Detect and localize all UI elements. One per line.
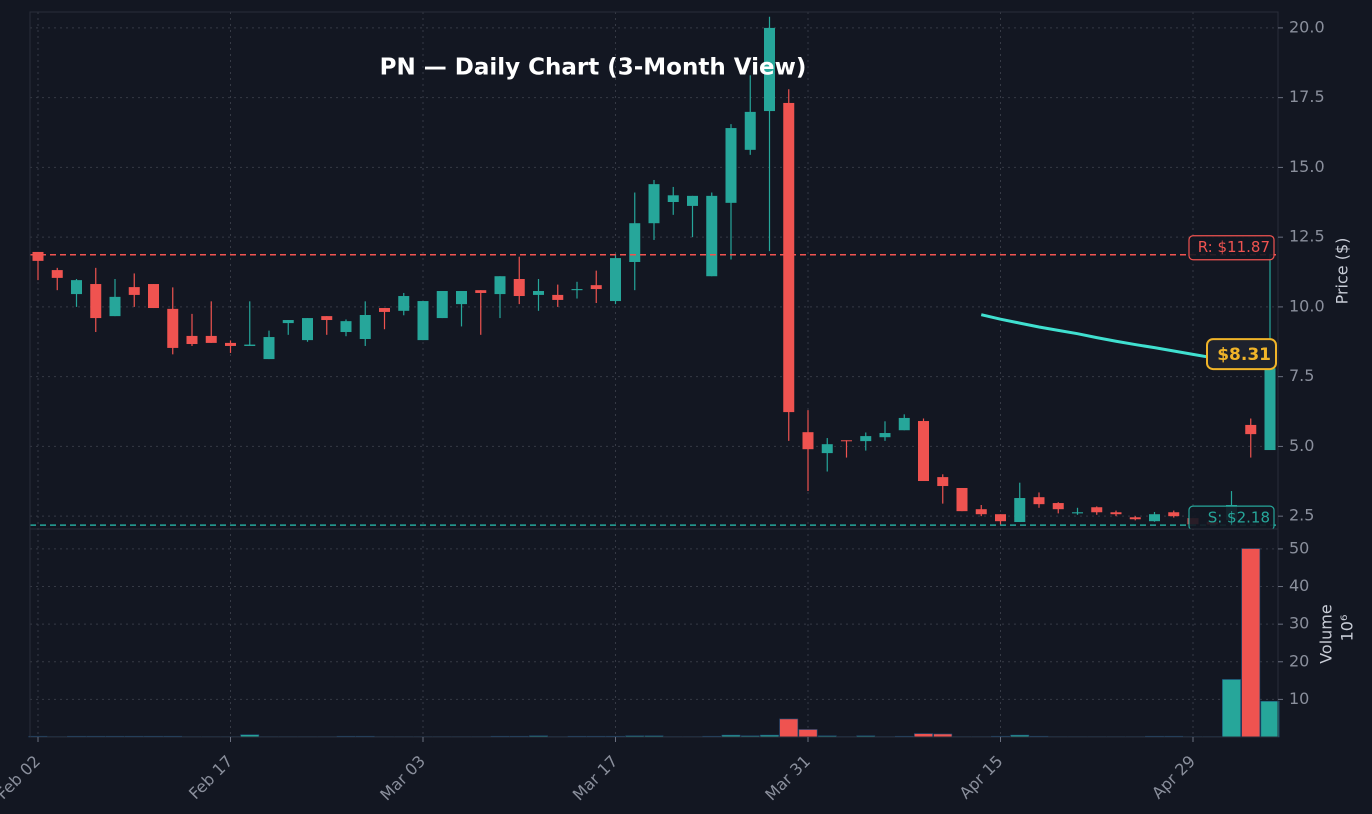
candle-body — [186, 335, 198, 345]
candle-body — [302, 318, 313, 341]
volume-bar — [1222, 679, 1241, 738]
y-tick-label: 10.0 — [1289, 296, 1325, 315]
candle-body — [475, 290, 487, 293]
grid — [30, 12, 1278, 737]
candle-body — [1033, 497, 1045, 505]
price-panel: R: $11.87 S: $2.18 $8.31 — [30, 16, 1278, 529]
candle-body — [1091, 507, 1103, 513]
y-tick-label: 10 — [1289, 689, 1309, 708]
candle-body — [764, 27, 775, 112]
volume-scale-label: 10⁶ — [1338, 615, 1357, 642]
level-label: R: $11.87 — [1198, 238, 1270, 256]
y-tick-label: 7.5 — [1289, 366, 1314, 385]
candle-body — [1245, 424, 1257, 435]
candle-body — [436, 291, 448, 319]
y-tick-label: 40 — [1289, 576, 1309, 595]
candle-body — [494, 276, 506, 295]
candle-body — [956, 487, 968, 512]
candle-body — [359, 315, 371, 339]
candle-body — [1072, 512, 1083, 514]
candle-body — [456, 291, 467, 305]
candle-body — [590, 285, 602, 290]
candle-body — [802, 432, 814, 450]
candle-body — [744, 111, 756, 150]
candle-body — [1264, 368, 1276, 451]
volume-bar — [1260, 700, 1280, 738]
chart-title: PN — Daily Chart (3-Month View) — [380, 55, 807, 81]
candle-body — [879, 433, 891, 438]
candle-body — [937, 477, 949, 487]
y-tick-label: 12.5 — [1289, 227, 1325, 246]
candle-body — [1129, 517, 1141, 520]
candle-body — [379, 308, 390, 312]
candle-body — [263, 337, 275, 360]
candle-body — [821, 444, 833, 454]
candle-body — [321, 316, 333, 321]
price-tag-label: $8.31 — [1217, 345, 1271, 365]
volume-axis-label: Volume — [1317, 604, 1336, 664]
candle-body — [995, 514, 1006, 522]
candle-body — [148, 284, 159, 309]
price-tag-box — [1206, 338, 1277, 371]
volume-bar — [914, 733, 933, 738]
y-tick-label: 17.5 — [1289, 87, 1325, 106]
candle-body — [629, 223, 641, 262]
level-label-box — [1188, 505, 1275, 529]
y-tick-label: 30 — [1289, 614, 1309, 633]
candle-body — [725, 128, 737, 203]
candle-body — [128, 287, 140, 295]
y-tick-label: 5.0 — [1289, 436, 1314, 455]
candle-body — [1052, 503, 1064, 510]
candle-body — [918, 421, 929, 482]
level-label-box — [1188, 235, 1275, 261]
candle-body — [340, 321, 352, 333]
volume-frame — [29, 528, 1279, 738]
candle-body — [205, 335, 217, 343]
candle-body — [244, 344, 256, 346]
candle-body — [860, 436, 872, 442]
candle-body — [571, 289, 583, 291]
volume-bar — [779, 718, 799, 738]
candle-body — [32, 251, 44, 261]
volume-bar — [798, 729, 818, 738]
candle-body — [841, 440, 852, 442]
candle-body — [783, 102, 795, 413]
candle-body — [225, 342, 236, 346]
y-tick-label: 2.5 — [1289, 506, 1314, 525]
candle-body — [51, 270, 63, 278]
candle-body — [167, 308, 179, 348]
y-tick-label: 50 — [1289, 538, 1309, 557]
moving-average-line — [980, 313, 1232, 366]
y-tick-label: 20 — [1289, 651, 1309, 670]
candle-body — [898, 417, 910, 431]
y-tick-label: 15.0 — [1289, 157, 1325, 176]
candle-body — [1014, 498, 1026, 523]
candle-body — [648, 184, 660, 224]
candle-body — [1149, 514, 1160, 522]
candle-body — [90, 284, 102, 319]
level-label: S: $2.18 — [1208, 509, 1270, 527]
candle-body — [398, 296, 410, 311]
candle-body — [687, 195, 698, 206]
y-axis-label: Price ($) — [1333, 238, 1352, 305]
candle-body — [975, 509, 987, 515]
candle-body — [706, 195, 718, 277]
volume-bar — [1241, 548, 1261, 738]
candle-body — [1168, 512, 1180, 517]
candle-body — [109, 296, 121, 317]
candle-body — [667, 195, 679, 203]
candle-body — [552, 294, 564, 300]
candle-body — [1110, 512, 1122, 515]
y-tick-label: 20.0 — [1289, 17, 1325, 36]
candle-body — [282, 320, 294, 324]
candle-body — [533, 291, 544, 295]
candle-body — [610, 258, 621, 302]
candle-body — [71, 280, 82, 295]
candle-body — [513, 279, 525, 297]
candle-body — [417, 301, 429, 341]
